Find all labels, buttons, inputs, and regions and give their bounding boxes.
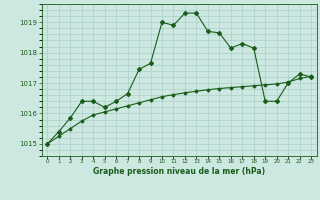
- X-axis label: Graphe pression niveau de la mer (hPa): Graphe pression niveau de la mer (hPa): [93, 167, 265, 176]
